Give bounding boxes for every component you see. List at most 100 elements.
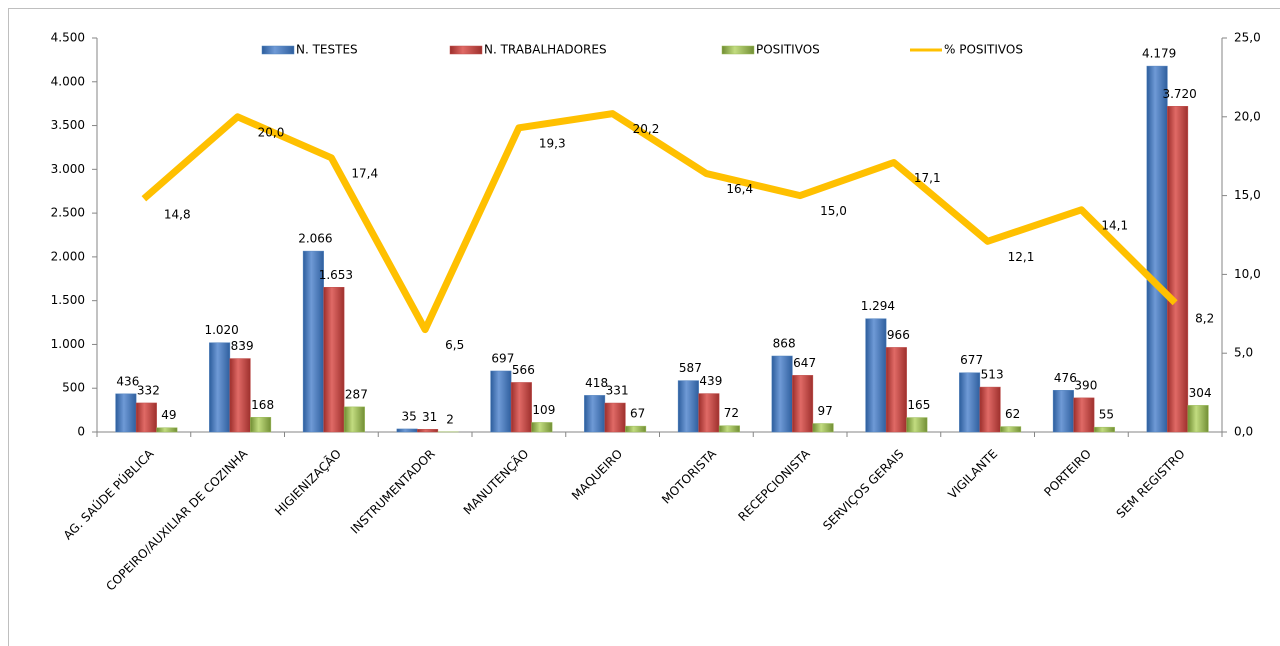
bar-value-label: 62	[1005, 407, 1020, 421]
bar-value-label: 966	[887, 328, 910, 342]
bar-value-label: 1.294	[861, 299, 895, 313]
bar	[771, 355, 793, 433]
y-tick-label: 3.000	[51, 162, 85, 176]
bar-value-label: 677	[960, 353, 983, 367]
bar	[417, 429, 439, 433]
bar	[959, 372, 981, 433]
bar	[604, 402, 626, 433]
bar	[229, 358, 251, 433]
legend-label: % POSITIVOS	[944, 43, 1023, 57]
bar	[156, 427, 178, 433]
line-value-label: 20,0	[258, 125, 285, 139]
y-tick-label: 0	[77, 425, 85, 439]
bar	[718, 425, 740, 433]
x-tick-label: SEM REGISTRO	[1114, 447, 1188, 521]
x-tick-label: PORTEIRO	[1041, 447, 1094, 500]
bar	[1052, 390, 1074, 433]
y-tick-label: 2.500	[51, 206, 85, 220]
y2-tick-label: 15,0	[1234, 188, 1261, 202]
bar-value-label: 3.720	[1162, 87, 1196, 101]
bar-value-label: 436	[116, 374, 139, 388]
bar	[885, 347, 907, 433]
bar	[865, 318, 887, 433]
x-tick-label: MANUTENÇÃO	[460, 446, 531, 517]
bar	[1073, 397, 1095, 433]
line-value-label: 17,4	[351, 166, 378, 180]
bar	[979, 386, 1001, 433]
bar	[625, 425, 647, 433]
bar	[323, 287, 345, 433]
legend-label: N. TESTES	[296, 43, 358, 57]
bar-value-label: 839	[231, 339, 254, 353]
bar-value-label: 109	[532, 403, 555, 417]
bar-value-label: 72	[724, 406, 739, 420]
bar-value-label: 1.020	[204, 323, 238, 337]
bar-value-label: 513	[981, 368, 1004, 382]
bar-value-label: 331	[606, 384, 629, 398]
line-value-label: 16,4	[726, 182, 753, 196]
bar	[115, 393, 137, 433]
legend-swatch	[449, 45, 483, 55]
bar-value-label: 439	[699, 374, 722, 388]
y2-tick-label: 25,0	[1234, 31, 1261, 45]
line-value-label: 6,5	[445, 338, 464, 352]
bar	[677, 380, 699, 433]
x-tick-label: AG. SAÚDE PÚBLICA	[60, 445, 157, 542]
line-value-label: 14,8	[164, 207, 191, 221]
y2-tick-label: 20,0	[1234, 109, 1261, 123]
bar-value-label: 868	[773, 337, 796, 351]
line-value-label: 19,3	[539, 136, 566, 150]
line-value-label: 20,2	[633, 122, 660, 136]
bar-value-label: 67	[630, 407, 645, 421]
bar-value-label: 35	[401, 409, 416, 423]
y-tick-label: 4.000	[51, 74, 85, 88]
bar	[792, 375, 814, 433]
y-tick-label: 1.000	[51, 337, 85, 351]
y-tick-label: 4.500	[51, 31, 85, 45]
chart-border	[8, 8, 1280, 646]
bar	[343, 406, 365, 433]
bar	[250, 417, 272, 433]
y2-tick-label: 5,0	[1234, 346, 1253, 360]
bar	[510, 382, 532, 433]
legend-label: N. TRABALHADORES	[484, 43, 607, 57]
bar	[490, 370, 512, 433]
x-tick-label: RECEPCIONISTA	[735, 446, 813, 524]
line-value-label: 8,2	[1195, 311, 1214, 325]
bar	[396, 428, 418, 433]
x-tick-label: MAQUEIRO	[569, 447, 625, 503]
y-tick-label: 2.000	[51, 249, 85, 263]
legend-swatch	[261, 45, 295, 55]
bar	[135, 402, 157, 433]
x-tick-label: VIGILANTE	[945, 447, 1000, 502]
x-tick-label: MOTORISTA	[659, 446, 719, 506]
bar-value-label: 587	[679, 361, 702, 375]
bar	[698, 393, 720, 433]
line-value-label: 12,1	[1008, 250, 1035, 264]
bar-value-label: 1.653	[319, 268, 353, 282]
bar-value-label: 168	[251, 398, 274, 412]
bar-value-label: 566	[512, 363, 535, 377]
bar	[1167, 106, 1189, 433]
bar-value-label: 55	[1099, 408, 1114, 422]
bar-value-label: 49	[161, 408, 176, 422]
x-tick-label: HIGIENIZAÇÃO	[271, 446, 344, 519]
y2-tick-label: 10,0	[1234, 267, 1261, 281]
line-value-label: 14,1	[1101, 218, 1128, 232]
y-tick-label: 1.500	[51, 293, 85, 307]
bar	[584, 395, 606, 433]
legend-swatch	[721, 45, 755, 55]
bar-value-label: 332	[137, 383, 160, 397]
y-tick-label: 500	[62, 381, 85, 395]
y-tick-label: 3.500	[51, 118, 85, 132]
line-value-label: 15,0	[820, 204, 847, 218]
bar	[1146, 65, 1168, 433]
bar	[531, 422, 553, 433]
bar	[906, 417, 928, 433]
bar	[1187, 405, 1209, 433]
bar-value-label: 31	[422, 410, 437, 424]
y2-tick-label: 0,0	[1234, 425, 1253, 439]
bar-value-label: 390	[1074, 378, 1097, 392]
legend-label: POSITIVOS	[756, 43, 820, 57]
